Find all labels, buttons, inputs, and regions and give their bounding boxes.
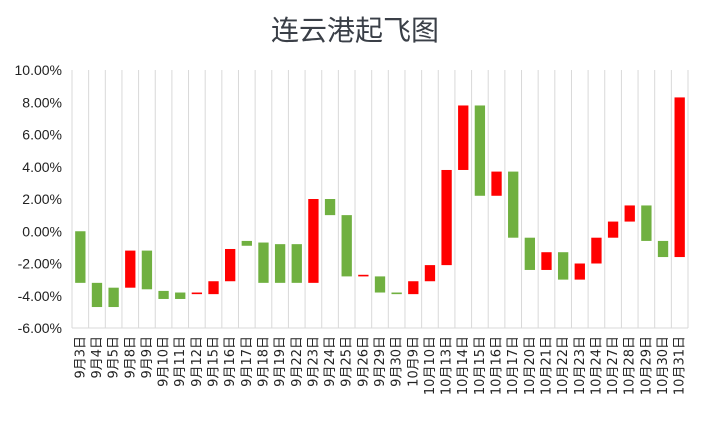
x-tick-label: 10月9日 (406, 336, 421, 387)
bar (408, 281, 419, 295)
bar (458, 105, 469, 170)
bar (391, 292, 402, 295)
bar (341, 215, 352, 277)
bar (524, 237, 535, 270)
bar (424, 265, 436, 282)
y-tick-label: 4.00% (22, 159, 62, 175)
x-tick-label: 10月14日 (456, 336, 471, 395)
x-tick-label: 9月5日 (107, 336, 122, 379)
y-tick-label: -2.00% (18, 256, 62, 272)
x-tick-label: 10月10日 (423, 336, 438, 395)
x-tick-label: 10月13日 (440, 336, 455, 395)
x-tick-label: 9月29日 (373, 336, 388, 387)
y-axis: -6.00% -4.00% -2.00% 0.00% 2.00% 4.00% 6.00% 8.… (15, 62, 62, 336)
x-tick-label: 9月30日 (390, 336, 405, 387)
x-tick-label: 9月16日 (223, 336, 238, 387)
y-tick-label: -6.00% (18, 320, 62, 336)
x-axis: 9月3日 9月4日 9月5日 9月8日 9月9日 9月10日 9月11日 9月12日 9月15日… (73, 336, 687, 395)
bar (225, 248, 236, 282)
bar (557, 252, 569, 280)
x-tick-label: 9月17日 (240, 336, 255, 387)
x-tick-label: 10月20日 (523, 336, 538, 395)
bar (441, 169, 452, 266)
x-tick-label: 9月4日 (90, 336, 105, 379)
x-tick-label: 10月28日 (623, 336, 638, 395)
bar (674, 97, 685, 258)
x-tick-label: 9月11日 (173, 336, 188, 387)
bar (141, 250, 153, 290)
x-tick-label: 9月15日 (207, 336, 222, 387)
x-tick-label: 9月10日 (157, 336, 172, 387)
bar (91, 282, 103, 308)
bar (508, 171, 519, 238)
x-tick-label: 10月22日 (556, 336, 571, 395)
x-tick-label: 9月25日 (340, 336, 355, 387)
y-tick-label: 6.00% (22, 127, 62, 143)
y-tick-label: 2.00% (22, 191, 62, 207)
bar (541, 252, 552, 270)
x-tick-label: 10月15日 (473, 336, 488, 395)
x-tick-label: 9月19日 (273, 336, 288, 387)
bar (624, 205, 635, 222)
x-tick-label: 10月30日 (656, 336, 671, 395)
bar (324, 199, 336, 216)
x-tick-label: 10月24日 (589, 336, 604, 395)
y-tick-label: 0.00% (22, 223, 62, 239)
bar (208, 281, 219, 295)
x-tick-label: 10月31日 (673, 336, 688, 395)
x-tick-label: 10月16日 (490, 336, 505, 395)
x-tick-label: 9月3日 (73, 336, 88, 379)
x-tick-label: 10月29日 (639, 336, 654, 395)
bar (491, 171, 502, 196)
y-tick-label: 10.00% (15, 62, 62, 78)
bar (374, 276, 386, 293)
chart-title: 连云港起飞图 (271, 14, 439, 47)
x-tick-label: 9月23日 (306, 336, 321, 387)
x-tick-label: 10月27日 (606, 336, 621, 395)
bar (358, 274, 369, 277)
bar (75, 231, 86, 283)
x-tick-label: 9月18日 (256, 336, 271, 387)
gridlines (71, 70, 689, 329)
bar (641, 205, 652, 241)
x-tick-label: 10月23日 (573, 336, 588, 395)
x-tick-label: 9月24日 (323, 336, 338, 387)
bar (191, 292, 203, 295)
x-tick-label: 9月22日 (290, 336, 305, 387)
bar (591, 237, 602, 264)
bar (158, 290, 169, 299)
bar (474, 105, 486, 196)
bar (308, 199, 319, 283)
y-tick-label: 8.00% (22, 94, 62, 110)
bar (274, 244, 286, 283)
bar (175, 292, 186, 299)
x-tick-label: 9月12日 (190, 336, 205, 387)
bar (258, 242, 269, 283)
bar (607, 221, 619, 238)
x-tick-label: 10月17日 (506, 336, 521, 395)
y-tick-label: -4.00% (18, 288, 62, 304)
bar (108, 287, 119, 308)
bars (75, 97, 685, 308)
bar (125, 250, 136, 288)
x-tick-label: 9月26日 (356, 336, 371, 387)
x-tick-label: 9月8日 (123, 336, 138, 379)
x-tick-label: 10月21日 (539, 336, 554, 395)
bar (574, 263, 585, 280)
bar (657, 240, 669, 258)
x-tick-label: 9月9日 (140, 336, 155, 379)
bar (291, 244, 302, 283)
bar (241, 240, 252, 246)
